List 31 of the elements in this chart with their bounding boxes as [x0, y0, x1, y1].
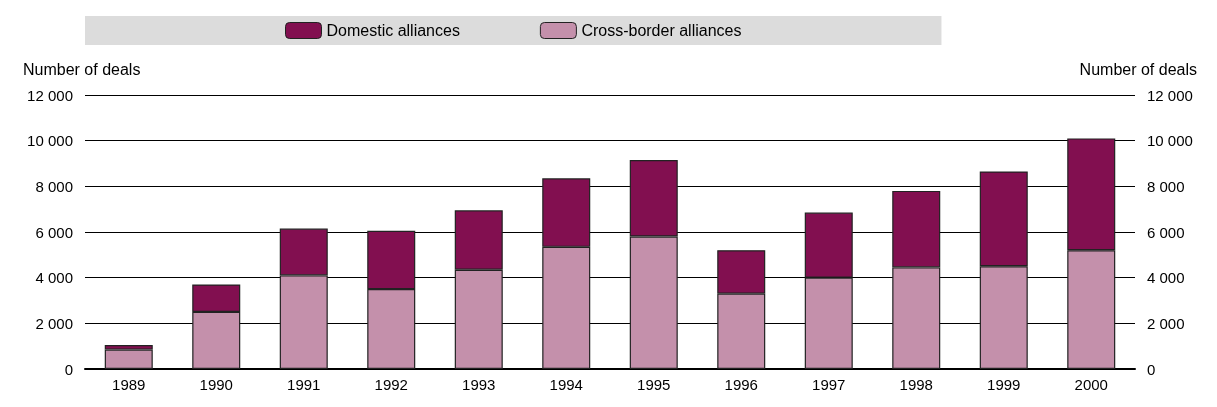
y2-tick-label: 2 000 — [1147, 314, 1185, 332]
x-tick-label: 1997 — [812, 376, 846, 393]
x-tick-label: 1994 — [549, 376, 583, 393]
legend-label: Domestic alliances — [326, 22, 460, 39]
y2-tick-label: 8 000 — [1147, 177, 1185, 195]
x-tick-label: 2000 — [1074, 376, 1108, 393]
y-axis-title: Number of deals — [23, 60, 141, 78]
bar — [104, 349, 153, 369]
x-tick-label: 1999 — [987, 376, 1021, 393]
x-tick-label: 1992 — [374, 376, 408, 393]
x-tick-label: 1998 — [899, 376, 933, 393]
y2-tick-label: 10 000 — [1147, 132, 1193, 150]
y-tick-label: 12 000 — [27, 86, 73, 104]
x-tick-label: 1989 — [112, 376, 146, 393]
y2-tick-label: 0 — [1147, 360, 1156, 378]
x-tick-label: 1995 — [637, 376, 671, 393]
y2-axis-title: Number of deals — [1079, 60, 1197, 78]
y-tick-label: 4 000 — [35, 269, 73, 287]
y2-tick-label: 12 000 — [1147, 86, 1193, 104]
y-tick-label: 6 000 — [35, 223, 73, 241]
x-tick-label: 1990 — [199, 376, 233, 393]
legend-label: Cross-border alliances — [581, 22, 742, 39]
x-tick-label: 1991 — [287, 376, 321, 393]
x-tick-label: 1993 — [462, 376, 496, 393]
x-tick-label: 1996 — [724, 376, 758, 393]
y-tick-label: 8 000 — [35, 177, 73, 195]
y2-tick-label: 6 000 — [1147, 223, 1185, 241]
y-tick-label: 10 000 — [27, 132, 73, 150]
y2-tick-label: 4 000 — [1147, 269, 1185, 287]
y-tick-label: 2 000 — [35, 314, 73, 332]
y-tick-label: 0 — [64, 360, 73, 378]
